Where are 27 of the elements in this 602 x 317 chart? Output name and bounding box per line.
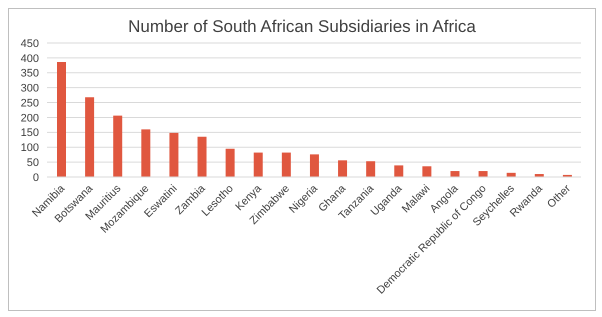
bar: [226, 148, 235, 177]
bar: [338, 160, 348, 177]
y-tick-label: 450: [20, 38, 39, 50]
bar: [169, 132, 178, 177]
bar: [141, 129, 150, 177]
y-tick-label: 250: [20, 97, 39, 110]
bar: [85, 97, 94, 177]
bar: [254, 152, 263, 177]
y-tick-label: 300: [20, 82, 39, 95]
y-tick-label: 200: [20, 112, 39, 124]
y-tick-label: 350: [20, 68, 39, 80]
bar: [310, 154, 319, 177]
y-tick-label: 0: [32, 172, 39, 184]
bar: [198, 136, 207, 177]
y-tick-label: 400: [20, 52, 39, 65]
bar: [450, 171, 460, 177]
bar: [57, 62, 66, 177]
bar: [394, 165, 404, 177]
chart-title: Number of South African Subsidiaries in Africa: [127, 17, 477, 37]
bar: [422, 166, 432, 177]
bar: [282, 152, 291, 177]
bar: [366, 161, 376, 177]
bar: [113, 116, 122, 177]
y-tick-label: 100: [20, 142, 39, 154]
bar: [478, 171, 488, 177]
y-tick-label: 50: [26, 157, 39, 170]
y-tick-label: 150: [20, 127, 39, 140]
